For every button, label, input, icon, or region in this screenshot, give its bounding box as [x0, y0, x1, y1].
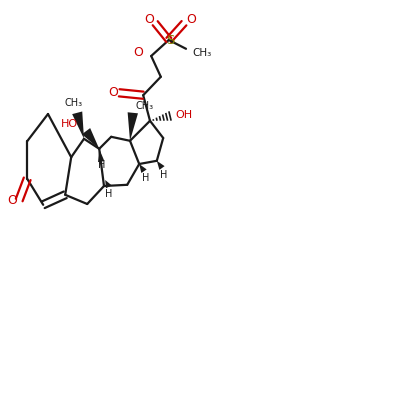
Text: CH₃: CH₃ [136, 101, 154, 111]
Text: HO: HO [61, 119, 78, 129]
Text: O: O [133, 46, 143, 59]
Text: O: O [144, 13, 154, 26]
Polygon shape [128, 112, 138, 141]
Text: OH: OH [175, 110, 192, 120]
Text: H: H [105, 189, 112, 199]
Text: CH₃: CH₃ [64, 98, 82, 108]
Text: H: H [98, 160, 105, 170]
Polygon shape [139, 164, 147, 173]
Polygon shape [105, 180, 112, 188]
Text: H: H [142, 174, 150, 183]
Polygon shape [72, 112, 84, 139]
Text: O: O [108, 86, 118, 99]
Text: CH₃: CH₃ [192, 48, 211, 58]
Text: S: S [166, 34, 174, 46]
Polygon shape [157, 161, 164, 170]
Text: O: O [7, 194, 17, 206]
Text: O: O [186, 13, 196, 26]
Text: H: H [160, 170, 168, 180]
Polygon shape [82, 128, 99, 149]
Polygon shape [98, 149, 104, 162]
